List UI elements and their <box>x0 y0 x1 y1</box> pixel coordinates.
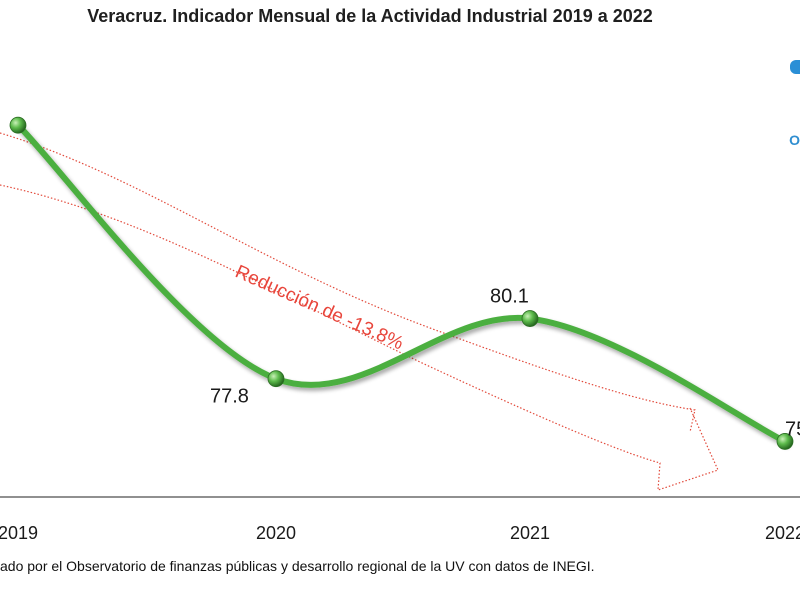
logo <box>790 60 800 77</box>
data-label-2022: 75 <box>785 418 800 440</box>
chart-title: Veracruz. Indicador Mensual de la Activi… <box>87 6 653 26</box>
reduction-arrow <box>0 132 719 491</box>
data-label-2020: 77.8 <box>210 386 249 408</box>
series-line <box>15 122 788 445</box>
data-point-2019 <box>9 116 27 134</box>
x-tick-2021: 2021 <box>510 523 550 543</box>
x-tick-2019: 2019 <box>0 523 38 543</box>
data-point-2022 <box>776 433 794 450</box>
reduction-annotation: Reducción de -13.8% <box>232 261 407 354</box>
data-label-2021: 80.1 <box>490 286 529 308</box>
x-tick-2022: 2022 <box>765 523 800 543</box>
source-note: ado por el Observatorio de finanzas públ… <box>0 558 595 574</box>
data-point-2020 <box>267 370 285 388</box>
x-tick-2020: 2020 <box>256 523 296 543</box>
data-point-2021 <box>521 310 539 327</box>
logo-text: O <box>789 132 800 148</box>
logo-mark-icon <box>790 60 800 74</box>
